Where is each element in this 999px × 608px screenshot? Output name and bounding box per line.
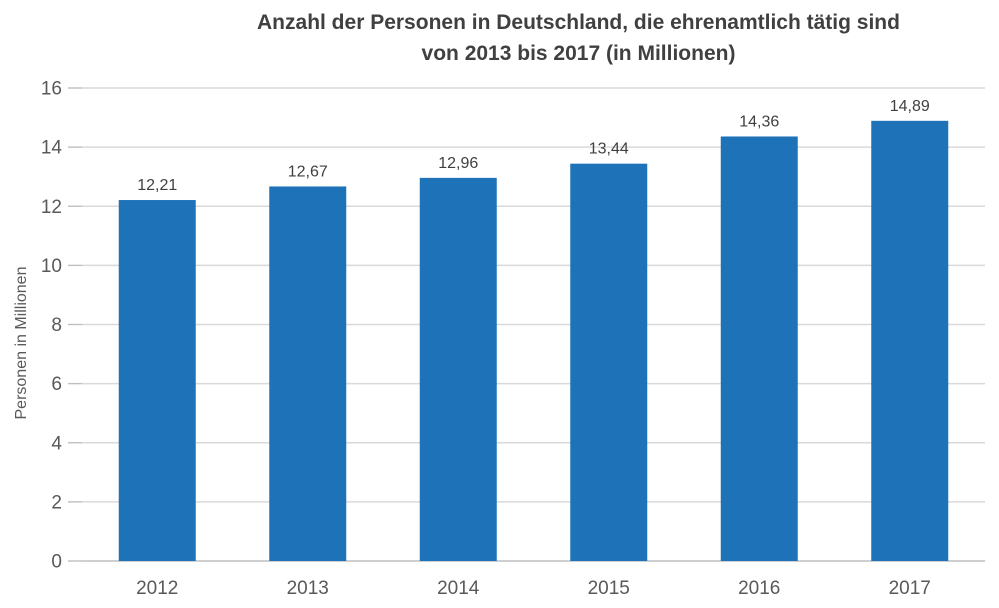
bar-value-label: 12,21 — [137, 177, 177, 194]
bar-2017 — [871, 120, 949, 561]
y-tick-label: 4 — [51, 433, 62, 454]
x-tick-label: 2017 — [889, 578, 931, 599]
bar-2013 — [269, 186, 347, 562]
y-tick-label: 10 — [41, 256, 62, 277]
x-tick-label: 2016 — [738, 578, 780, 599]
bar-2012 — [118, 200, 196, 561]
bar-value-label: 14,89 — [890, 98, 930, 115]
y-tick-label: 16 — [41, 79, 62, 100]
y-tick-label: 0 — [51, 552, 62, 573]
x-tick-label: 2013 — [287, 578, 329, 599]
bar-value-label: 12,96 — [438, 155, 478, 172]
y-tick-label: 14 — [41, 138, 63, 159]
bar-2016 — [720, 136, 798, 562]
bar-value-label: 14,36 — [739, 113, 779, 130]
bar-2015 — [570, 163, 648, 561]
y-tick-label: 12 — [41, 197, 62, 218]
x-tick-label: 2015 — [588, 578, 630, 599]
y-tick-label: 8 — [51, 315, 62, 336]
chart-title-line1: Anzahl der Personen in Deutschland, die … — [257, 11, 900, 34]
y-tick-label: 2 — [51, 492, 62, 513]
chart-title: Anzahl der Personen in Deutschland, die … — [0, 7, 999, 69]
bar-value-label: 13,44 — [589, 141, 629, 158]
x-tick-label: 2012 — [136, 578, 178, 599]
y-tick-label: 6 — [51, 374, 62, 395]
chart-title-line2: von 2013 bis 2017 (in Millionen) — [421, 42, 736, 65]
bar-value-label: 12,67 — [288, 163, 328, 180]
bar-2014 — [419, 177, 497, 561]
x-tick-label: 2014 — [437, 578, 480, 599]
